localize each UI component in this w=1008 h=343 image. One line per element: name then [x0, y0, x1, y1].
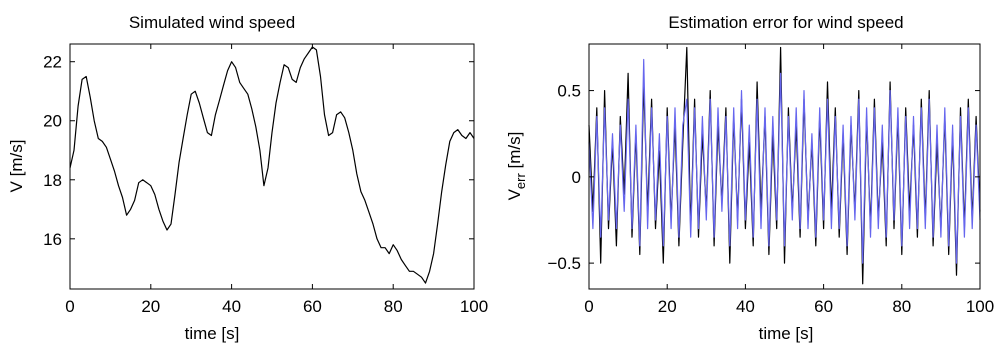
- wind-speed-ylabel: V [m/s]: [7, 140, 26, 193]
- estimation-error-x-tick-label: 60: [814, 297, 833, 316]
- estimation-error-x-tick-label: 0: [584, 297, 593, 316]
- wind-speed-y-tick-label: 22: [43, 53, 62, 72]
- estimation-error-title: Estimation error for wind speed: [668, 13, 903, 32]
- wind-speed-title: Simulated wind speed: [129, 13, 295, 32]
- wind-speed-xlabel: time [s]: [185, 324, 240, 343]
- wind-speed-panel: Simulated wind speed time [s] V [m/s] 0 2…: [7, 13, 488, 343]
- estimation-error-panel: Estimation error for wind speed time [s]…: [505, 13, 994, 343]
- estimation-error-ylabel: Verr [m/s]: [505, 132, 528, 201]
- estimation-error-series-line-1: [588, 58, 981, 264]
- wind-speed-y-tick-label: 16: [43, 230, 62, 249]
- wind-speed-x-tick-label: 0: [65, 297, 74, 316]
- estimation-error-x-tick-label: 80: [892, 297, 911, 316]
- estimation-error-x-tick-label: 100: [966, 297, 994, 316]
- estimation-error-x-tick-label: 40: [736, 297, 755, 316]
- wind-speed-series-line-0: [69, 46, 475, 284]
- estimation-error-xlabel: time [s]: [759, 324, 814, 343]
- wind-speed-x-tick-label: 100: [460, 297, 488, 316]
- wind-speed-x-tick-label: 80: [384, 297, 403, 316]
- estimation-error-y-tick-label: 0.5: [557, 82, 581, 101]
- ylabel-subscript: err: [513, 172, 528, 189]
- ylabel-symbol: V: [505, 188, 524, 200]
- wind-speed-x-tick-label: 60: [303, 297, 322, 316]
- wind-speed-x-tick-label: 40: [222, 297, 241, 316]
- estimation-error-y-tick-label: 0: [572, 168, 581, 187]
- estimation-error-series-line-0: [588, 46, 981, 285]
- ylabel-unit: [m/s]: [505, 132, 524, 174]
- wind-speed-y-tick-label: 18: [43, 171, 62, 190]
- wind-speed-axes-box: [69, 43, 475, 290]
- wind-speed-y-tick-label: 20: [43, 112, 62, 131]
- wind-speed-x-tick-label: 20: [141, 297, 160, 316]
- estimation-error-y-tick-label: −0.5: [547, 254, 581, 273]
- estimation-error-axes-box: [588, 43, 981, 290]
- estimation-error-x-tick-label: 20: [658, 297, 677, 316]
